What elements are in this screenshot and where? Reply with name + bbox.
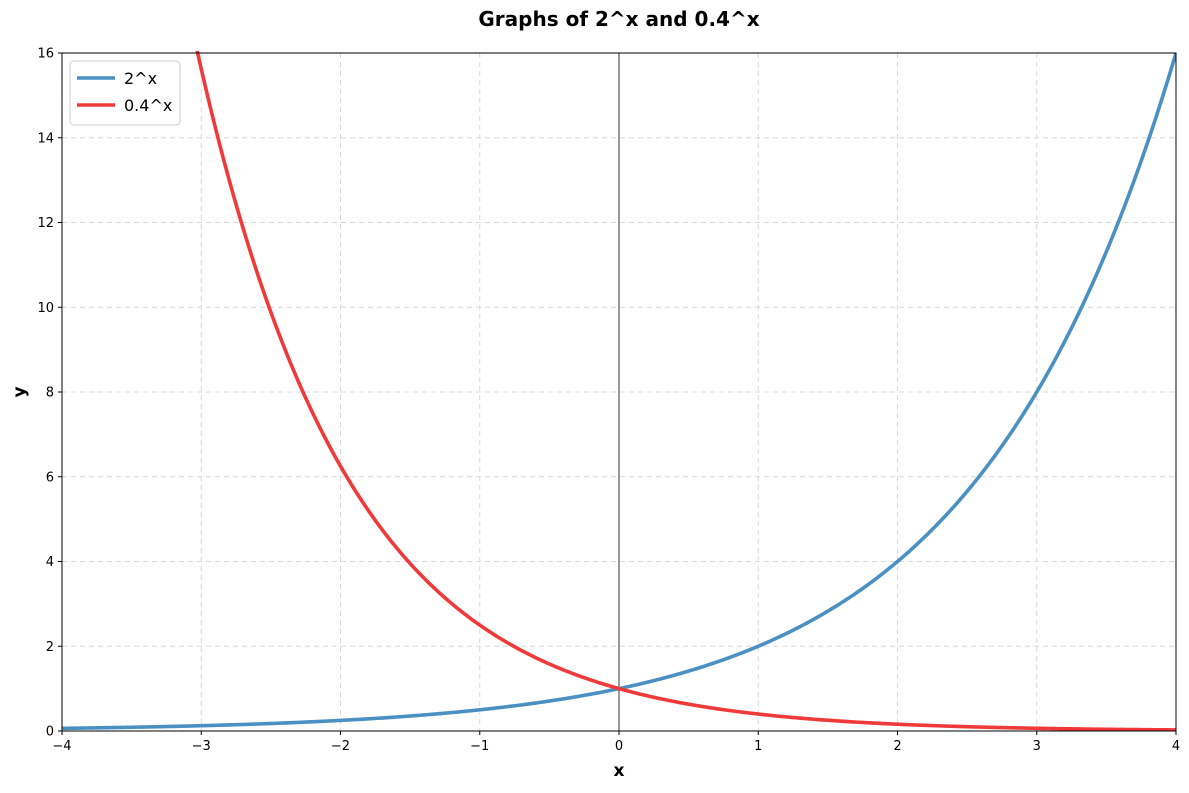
series-line-1 [195, 51, 1176, 731]
x-tick-label: 3 [1033, 739, 1041, 754]
y-tick-label: 10 [37, 301, 54, 316]
legend-label-1: 0.4^x [124, 96, 172, 115]
x-tick-label: −2 [331, 739, 350, 754]
chart-title: Graphs of 2^x and 0.4^x [478, 7, 759, 31]
x-tick-label: −3 [192, 739, 211, 754]
series-layer [62, 51, 1176, 731]
x-axis-label: x [614, 761, 625, 781]
x-tick-label: 2 [893, 739, 901, 754]
y-tick-label: 6 [46, 470, 54, 485]
x-tick-label: −1 [470, 739, 489, 754]
x-tick-label: 1 [754, 739, 762, 754]
y-tick-label: 8 [46, 386, 54, 401]
x-tick-label: −4 [52, 739, 71, 754]
y-tick-label: 4 [46, 555, 54, 570]
y-tick-label: 12 [37, 216, 54, 231]
legend-label-0: 2^x [124, 69, 157, 88]
x-tick-label: 4 [1172, 739, 1180, 754]
legend: 2^x 0.4^x [69, 60, 181, 126]
y-tick-label: 2 [46, 640, 54, 655]
y-tick-label: 14 [37, 131, 54, 146]
y-tick-label: 16 [37, 47, 54, 62]
y-axis-label: y [10, 386, 30, 397]
x-tick-label: 0 [615, 739, 623, 754]
y-tick-label: 0 [46, 725, 54, 740]
